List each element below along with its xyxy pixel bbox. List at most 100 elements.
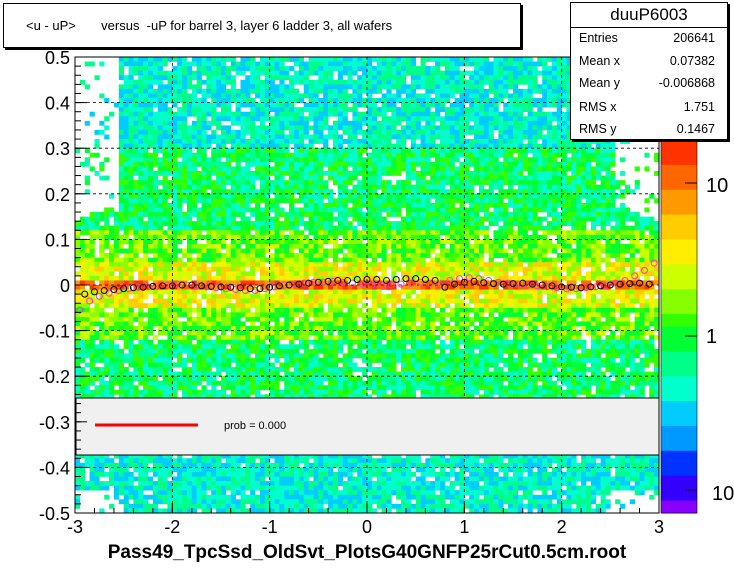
heatmap-cell — [143, 362, 149, 368]
heatmap-cell — [332, 152, 339, 158]
heatmap-cell — [133, 225, 139, 231]
heatmap-cell — [264, 280, 270, 286]
heatmap-cell — [264, 75, 270, 81]
heatmap-cell — [221, 193, 227, 199]
heatmap-cell — [177, 353, 183, 359]
heatmap-cell — [230, 326, 236, 331]
heatmap-cell — [172, 221, 178, 227]
heatmap-cell — [255, 61, 261, 67]
heatmap-cell — [313, 294, 319, 299]
heatmap-cell — [79, 221, 86, 227]
heatmap-cell — [294, 307, 300, 313]
heatmap-cell — [221, 316, 227, 322]
heatmap-cell — [167, 376, 173, 382]
heatmap-cell — [269, 66, 275, 71]
heatmap-cell — [191, 107, 197, 113]
heatmap-cell — [182, 508, 188, 513]
heatmap-cell — [313, 175, 319, 181]
heatmap-cell — [201, 111, 207, 117]
heatmap-cell — [332, 362, 339, 368]
heatmap-cell — [328, 285, 334, 290]
heatmap-cell — [264, 330, 270, 336]
heatmap-cell — [313, 348, 319, 354]
heatmap-cell — [313, 107, 319, 113]
heatmap-cell — [172, 298, 178, 304]
heatmap-cell — [216, 175, 222, 181]
heatmap-cell — [201, 348, 207, 354]
heatmap-cell — [289, 98, 295, 103]
heatmap-cell — [191, 225, 197, 231]
heatmap-cell — [152, 225, 159, 231]
heatmap-cell — [94, 330, 100, 336]
heatmap-cell — [303, 184, 309, 190]
heatmap-cell — [79, 339, 86, 345]
heatmap-cell — [109, 248, 115, 254]
heatmap-cell — [172, 312, 178, 318]
heatmap-cell — [148, 257, 154, 263]
heatmap-cell — [216, 362, 222, 368]
heatmap-cell — [332, 57, 339, 62]
heatmap-cell — [250, 161, 256, 167]
heatmap-cell — [152, 271, 159, 277]
heatmap-cell — [240, 212, 246, 217]
heatmap-cell — [118, 394, 124, 400]
heatmap-cell — [342, 129, 348, 135]
heatmap-cell — [289, 84, 295, 90]
heatmap-cell — [284, 289, 290, 295]
heatmap-cell — [245, 485, 251, 491]
heatmap-cell — [225, 248, 232, 254]
heatmap-cell — [323, 180, 329, 185]
heatmap-cell — [328, 499, 334, 505]
heatmap-cell — [99, 166, 105, 172]
heatmap-cell — [250, 330, 256, 336]
heatmap-cell — [216, 207, 222, 213]
heatmap-cell — [152, 243, 159, 249]
heatmap-cell — [172, 476, 178, 482]
heatmap-cell — [211, 189, 217, 195]
heatmap-cell — [255, 152, 261, 158]
heatmap-cell — [347, 462, 353, 468]
heatmap-cell — [284, 266, 290, 272]
heatmap-cell — [235, 248, 241, 254]
heatmap-cell — [347, 353, 353, 359]
heatmap-cell — [225, 371, 232, 377]
heatmap-cell — [157, 116, 163, 122]
heatmap-cell — [191, 184, 197, 190]
heatmap-cell — [279, 75, 285, 81]
heatmap-cell — [133, 262, 139, 268]
heatmap-cell — [143, 348, 149, 354]
heatmap-cell — [245, 66, 251, 71]
heatmap-cell — [337, 70, 343, 76]
heatmap-cell — [240, 335, 246, 341]
heatmap-cell — [225, 275, 232, 281]
heatmap-cell — [250, 371, 256, 377]
heatmap-cell — [342, 303, 348, 309]
heatmap-cell — [172, 70, 178, 76]
heatmap-cell — [230, 508, 236, 513]
heatmap-cell — [191, 376, 197, 382]
heatmap-cell — [94, 262, 100, 268]
heatmap-cell — [308, 271, 314, 277]
heatmap-cell — [182, 467, 188, 473]
heatmap-cell — [230, 98, 236, 103]
heatmap-cell — [201, 321, 207, 327]
heatmap-cell — [318, 148, 324, 154]
heatmap-cell — [211, 116, 217, 122]
heatmap-cell — [186, 312, 193, 318]
heatmap-cell — [89, 344, 95, 350]
heatmap-cell — [167, 294, 173, 299]
heatmap-cell — [303, 494, 309, 500]
heatmap-cell — [128, 257, 134, 263]
heatmap-cell — [99, 371, 105, 377]
heatmap-cell — [289, 166, 295, 172]
heatmap-cell — [250, 508, 256, 513]
heatmap-cell — [196, 61, 202, 67]
heatmap-cell — [245, 330, 251, 336]
heatmap-cell — [347, 476, 353, 482]
heatmap-cell — [230, 280, 236, 286]
heatmap-cell — [221, 453, 227, 459]
heatmap-cell — [298, 499, 305, 505]
heatmap-cell — [313, 371, 319, 377]
heatmap-cell — [118, 134, 124, 140]
heatmap-cell — [332, 93, 339, 99]
